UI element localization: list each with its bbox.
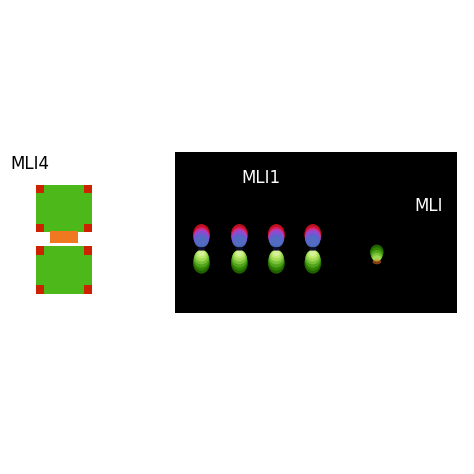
Ellipse shape — [310, 250, 316, 256]
Ellipse shape — [273, 250, 280, 256]
Ellipse shape — [372, 253, 382, 261]
Text: MLI1: MLI1 — [241, 169, 280, 187]
Bar — [50, 231, 78, 243]
Text: MLI: MLI — [415, 197, 443, 215]
Ellipse shape — [370, 245, 383, 259]
Ellipse shape — [231, 224, 248, 245]
Ellipse shape — [270, 236, 283, 247]
Ellipse shape — [306, 250, 320, 264]
Ellipse shape — [305, 252, 321, 271]
Ellipse shape — [268, 253, 285, 273]
Ellipse shape — [306, 234, 320, 247]
Ellipse shape — [269, 231, 284, 247]
Ellipse shape — [194, 234, 209, 247]
Ellipse shape — [236, 247, 243, 251]
Ellipse shape — [232, 231, 247, 247]
Ellipse shape — [269, 234, 283, 247]
Ellipse shape — [269, 251, 284, 268]
Bar — [84, 185, 92, 193]
Ellipse shape — [235, 250, 244, 258]
Ellipse shape — [232, 250, 246, 264]
Ellipse shape — [232, 227, 247, 245]
Ellipse shape — [231, 253, 248, 273]
Ellipse shape — [306, 236, 319, 247]
Ellipse shape — [307, 250, 319, 261]
Ellipse shape — [193, 252, 210, 271]
Bar — [36, 246, 92, 294]
Ellipse shape — [194, 227, 209, 245]
Ellipse shape — [231, 252, 247, 271]
Bar — [36, 185, 92, 232]
Ellipse shape — [194, 250, 209, 264]
Bar — [84, 285, 92, 294]
Ellipse shape — [308, 250, 318, 258]
Ellipse shape — [373, 255, 381, 261]
Ellipse shape — [304, 224, 321, 245]
Ellipse shape — [305, 227, 320, 245]
Ellipse shape — [268, 252, 284, 271]
Ellipse shape — [373, 259, 381, 264]
Ellipse shape — [236, 250, 243, 256]
Ellipse shape — [197, 250, 206, 258]
Ellipse shape — [193, 253, 210, 273]
Ellipse shape — [305, 229, 321, 246]
Ellipse shape — [195, 236, 208, 247]
Ellipse shape — [198, 250, 205, 256]
Ellipse shape — [272, 250, 281, 258]
Ellipse shape — [371, 250, 383, 261]
Bar — [36, 246, 44, 255]
Ellipse shape — [233, 250, 246, 261]
Ellipse shape — [305, 231, 320, 247]
Bar — [36, 185, 44, 193]
Ellipse shape — [195, 250, 208, 261]
Ellipse shape — [269, 250, 283, 264]
Ellipse shape — [309, 247, 317, 251]
Ellipse shape — [232, 251, 247, 268]
Ellipse shape — [371, 247, 383, 260]
Ellipse shape — [231, 229, 247, 246]
Ellipse shape — [273, 247, 280, 251]
Ellipse shape — [233, 236, 246, 247]
Ellipse shape — [194, 251, 209, 268]
Ellipse shape — [304, 253, 321, 273]
Bar — [36, 285, 44, 294]
Ellipse shape — [198, 247, 205, 251]
Ellipse shape — [193, 224, 210, 245]
Ellipse shape — [270, 250, 283, 261]
Bar — [36, 224, 44, 232]
Ellipse shape — [305, 251, 320, 268]
Bar — [84, 224, 92, 232]
Ellipse shape — [268, 224, 285, 245]
Ellipse shape — [232, 234, 246, 247]
Ellipse shape — [193, 229, 210, 246]
Text: MLI4: MLI4 — [10, 155, 49, 173]
Bar — [175, 152, 457, 313]
Ellipse shape — [268, 229, 284, 246]
Ellipse shape — [194, 231, 209, 247]
Bar — [84, 246, 92, 255]
Ellipse shape — [269, 227, 284, 245]
